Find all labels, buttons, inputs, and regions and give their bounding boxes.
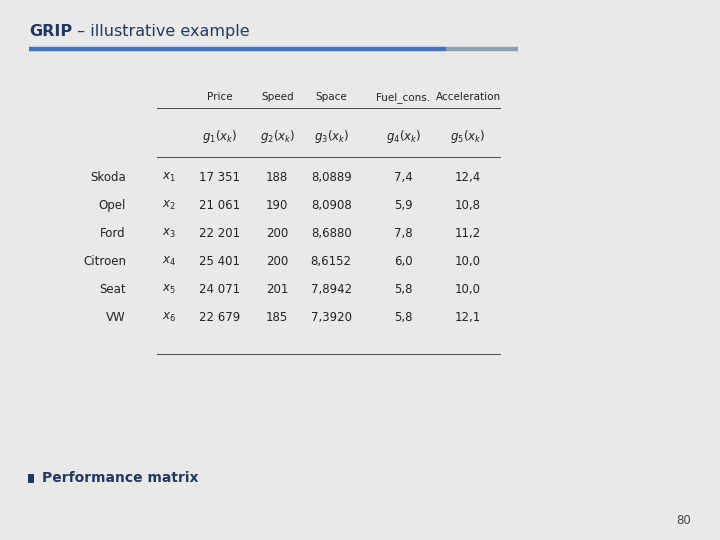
Text: Ford: Ford	[100, 227, 126, 240]
Text: 200: 200	[266, 255, 288, 268]
Text: $g_{5}(x_k)$: $g_{5}(x_k)$	[450, 127, 486, 145]
Text: 10,8: 10,8	[455, 199, 481, 212]
Text: 188: 188	[266, 171, 288, 184]
Text: 5,8: 5,8	[394, 311, 413, 324]
Text: – illustrative example: – illustrative example	[72, 24, 250, 39]
Text: 8,0889: 8,0889	[311, 171, 351, 184]
Text: 12,1: 12,1	[455, 311, 481, 324]
Text: 22 679: 22 679	[199, 311, 240, 324]
Text: GRIP: GRIP	[29, 24, 72, 39]
Text: 10,0: 10,0	[455, 283, 481, 296]
Text: Speed: Speed	[261, 92, 294, 102]
Text: 190: 190	[266, 199, 289, 212]
Text: Skoda: Skoda	[90, 171, 126, 184]
Text: $g_{1}(x_k)$: $g_{1}(x_k)$	[202, 127, 238, 145]
Text: Citroen: Citroen	[83, 255, 126, 268]
Text: Fuel_cons.: Fuel_cons.	[376, 92, 431, 103]
Text: 25 401: 25 401	[199, 255, 240, 268]
Text: $x_{5}$: $x_{5}$	[162, 283, 176, 296]
Text: 10,0: 10,0	[455, 255, 481, 268]
Text: 185: 185	[266, 311, 288, 324]
Text: 24 071: 24 071	[199, 283, 240, 296]
Text: 5,8: 5,8	[394, 283, 413, 296]
Text: 7,8942: 7,8942	[310, 283, 352, 296]
Text: 21 061: 21 061	[199, 199, 240, 212]
Text: $x_{4}$: $x_{4}$	[162, 255, 176, 268]
Text: $g_{4}(x_k)$: $g_{4}(x_k)$	[385, 127, 421, 145]
Text: $x_{1}$: $x_{1}$	[162, 171, 176, 184]
Text: 80: 80	[677, 514, 691, 526]
Text: $x_{3}$: $x_{3}$	[162, 227, 176, 240]
Text: 17 351: 17 351	[199, 171, 240, 184]
Text: 11,2: 11,2	[455, 227, 481, 240]
Text: Performance matrix: Performance matrix	[42, 471, 198, 485]
Text: VW: VW	[107, 311, 126, 324]
Text: $g_{2}(x_k)$: $g_{2}(x_k)$	[259, 127, 295, 145]
Text: 5,9: 5,9	[394, 199, 413, 212]
Text: $x_{2}$: $x_{2}$	[162, 199, 176, 212]
Text: Space: Space	[315, 92, 347, 102]
Text: 201: 201	[266, 283, 289, 296]
Text: 22 201: 22 201	[199, 227, 240, 240]
FancyBboxPatch shape	[27, 474, 35, 483]
Text: 200: 200	[266, 227, 288, 240]
Text: 8,6880: 8,6880	[311, 227, 351, 240]
Text: Opel: Opel	[99, 199, 126, 212]
Text: $x_{6}$: $x_{6}$	[162, 311, 176, 324]
Text: 7,8: 7,8	[394, 227, 413, 240]
Text: 12,4: 12,4	[455, 171, 481, 184]
Text: $g_{3}(x_k)$: $g_{3}(x_k)$	[313, 127, 349, 145]
Text: 8,0908: 8,0908	[311, 199, 351, 212]
Text: Price: Price	[207, 92, 233, 102]
Text: Acceleration: Acceleration	[436, 92, 500, 102]
Text: 7,4: 7,4	[394, 171, 413, 184]
Text: 7,3920: 7,3920	[311, 311, 351, 324]
Text: Seat: Seat	[99, 283, 126, 296]
Text: 8,6152: 8,6152	[311, 255, 351, 268]
Text: 6,0: 6,0	[394, 255, 413, 268]
